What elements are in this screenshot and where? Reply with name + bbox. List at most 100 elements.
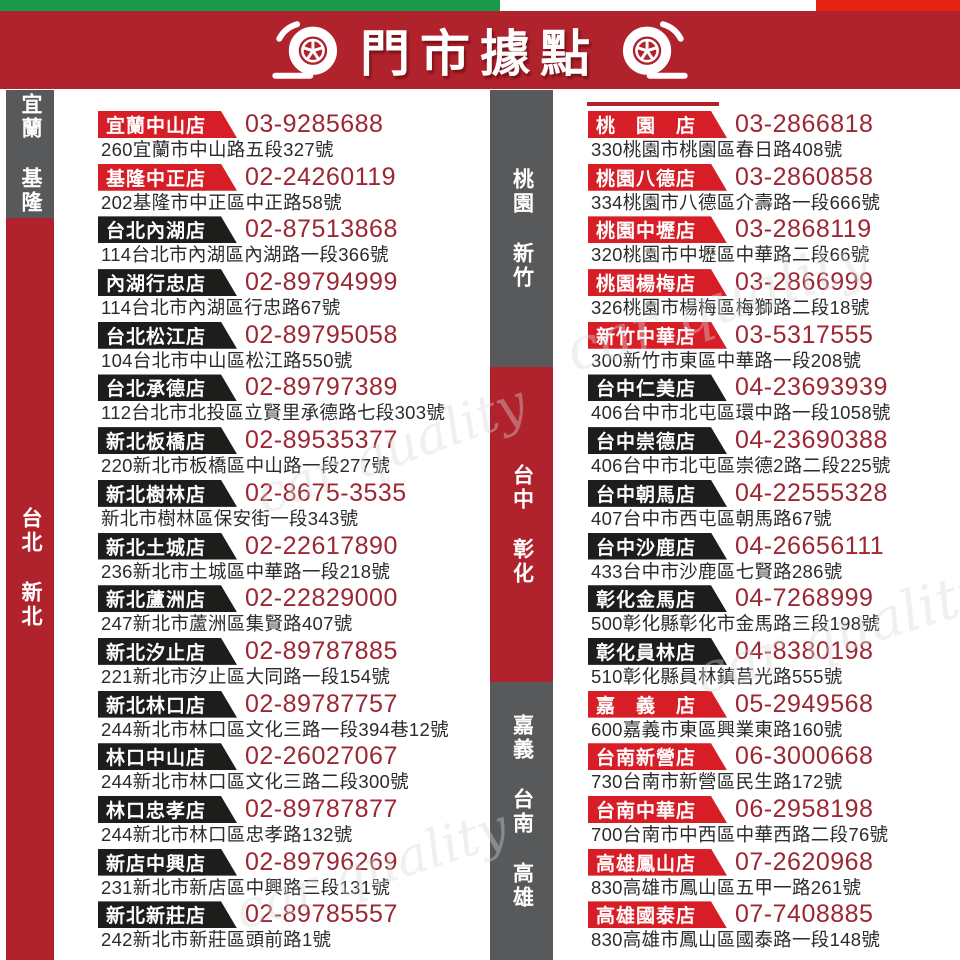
- store-entry-header: 林口中山店 02-26027067: [98, 742, 482, 771]
- store-entry-header: 台南中華店 06-2958198: [588, 795, 960, 823]
- store-name: 新北蘆洲店: [106, 590, 207, 612]
- store-address: 433台中市沙鹿區七賢路286號: [591, 560, 843, 582]
- store-address: 236新北市土城區中華路一段218號: [101, 560, 391, 582]
- region-sidebar-left: 宜蘭 基隆 台北 新北: [6, 90, 54, 960]
- store-name-tag: 台南新營店: [588, 743, 727, 770]
- store-address: 334桃園市八德區介壽路一段666號: [591, 191, 881, 213]
- store-phone: 04-7268999: [735, 584, 874, 613]
- store-name-tag: 彰化員林店: [588, 638, 727, 665]
- store-entry-header: 新北土城店 02-22617890: [98, 532, 482, 560]
- store-address: 330桃園市桃園區春日路408號: [591, 139, 843, 160]
- store-entry: 林口忠孝店 02-89787877 244新北市林口區忠孝路132號: [98, 795, 482, 847]
- store-name: 新竹中華店: [596, 326, 697, 348]
- store-address: 260宜蘭市中山路五段327號: [101, 139, 334, 160]
- store-name-tag: 新北汐止店: [98, 638, 237, 665]
- store-address: 407台中市西屯區朝馬路67號: [591, 507, 832, 529]
- store-name-tag: 高雄鳳山店: [588, 849, 727, 876]
- store-name: 新北土城店: [106, 537, 207, 559]
- store-name: 新北樹林店: [106, 484, 207, 506]
- store-entry: 新北土城店 02-22617890 236新北市土城區中華路一段218號: [98, 532, 482, 584]
- store-address: 510彰化縣員林鎮莒光路555號: [591, 665, 843, 687]
- store-name: 林口中山店: [106, 748, 207, 770]
- store-list-right: 桃 園 店 03-2866818 330桃園市桃園區春日路408號 桃園八德店 …: [587, 102, 960, 954]
- store-entry: 新北汐止店 02-89787885 221新北市汐止區大同路一段154號: [98, 637, 482, 689]
- store-entry-header: 彰化員林店 04-8380198: [588, 636, 960, 665]
- store-entry-header: 新北新莊店 02-89785557: [98, 900, 482, 929]
- store-entry-header: 基隆中正店 02-24260119: [98, 163, 482, 191]
- store-name: 嘉 義 店: [596, 695, 697, 717]
- store-entry-header: 台中朝馬店 04-22555328: [588, 478, 960, 507]
- store-entry-header: 宜蘭中山店 03-9285688: [98, 110, 482, 138]
- store-entry-header: 高雄鳳山店 07-2620968: [588, 848, 960, 876]
- store-entry: 台中朝馬店 04-22555328 407台中市西屯區朝馬路67號: [588, 478, 960, 531]
- store-entry: 新北林口店 02-89787757 244新北市林口區文化三路一段394巷12號: [98, 689, 482, 742]
- store-name-tag: 台北松江店: [98, 322, 237, 349]
- store-name: 台南中華店: [596, 800, 697, 822]
- store-address: 320桃園市中壢區中華路二段66號: [591, 244, 870, 266]
- store-entry-header: 桃園八德店 03-2860858: [588, 162, 960, 191]
- store-name: 新北林口店: [106, 695, 207, 717]
- flag-stripe-green: [0, 0, 500, 11]
- store-entry-header: 桃園中壢店 03-2868119: [588, 215, 960, 244]
- store-address: 112台北市北投區立賢里承德路七段303號: [101, 402, 446, 424]
- store-entry-header: 台北承德店 02-89797389: [98, 373, 482, 402]
- region-label: 嘉義 台南 高雄: [510, 714, 534, 910]
- store-phone: 02-87513868: [245, 215, 398, 244]
- region-section-taipei-newtaipei: 台北 新北: [6, 218, 54, 960]
- store-name: 高雄國泰店: [596, 906, 697, 928]
- store-entry-header: 新北樹林店 02-8675-3535: [98, 479, 482, 507]
- store-entry: 台南中華店 06-2958198 700台南市中西區中華西路二段76號: [588, 795, 960, 847]
- store-name-tag: 新竹中華店: [588, 322, 727, 349]
- store-address: 244新北市林口區文化三路一段394巷12號: [101, 718, 449, 740]
- store-phone: 03-2866999: [735, 268, 874, 297]
- store-phone: 04-22555328: [735, 478, 888, 507]
- store-phone: 02-89787757: [245, 689, 398, 718]
- region-label: 台北 新北: [19, 507, 42, 629]
- store-name-tag: 新北林口店: [98, 691, 237, 718]
- store-name: 台中仁美店: [596, 379, 697, 401]
- store-entry-header: 新北汐止店 02-89787885: [98, 637, 482, 665]
- store-phone: 04-8380198: [735, 636, 874, 665]
- store-address: 500彰化縣彰化市金馬路三段198號: [591, 613, 881, 635]
- store-entry: 彰化員林店 04-8380198 510彰化縣員林鎮莒光路555號: [588, 636, 960, 689]
- store-name-tag: 林口忠孝店: [98, 796, 237, 823]
- region-label: 宜蘭 基隆: [19, 93, 42, 215]
- store-address: 114台北市內湖區行忠路67號: [101, 297, 341, 319]
- store-entry: 台中沙鹿店 04-26656111 433台中市沙鹿區七賢路286號: [588, 532, 960, 584]
- store-name: 桃 園 店: [596, 116, 697, 137]
- store-address: 231新北市新店區中興路三段131號: [101, 876, 391, 898]
- store-name: 台南新營店: [596, 748, 697, 770]
- store-entry: 新店中興店 02-89796269 231新北市新店區中興路三段131號: [98, 847, 482, 900]
- store-name: 內湖行忠店: [106, 274, 207, 296]
- store-entry-header: 彰化金馬店 04-7268999: [588, 584, 960, 613]
- italian-flag-stripe: [0, 0, 960, 11]
- store-phone: 03-5317555: [735, 320, 874, 349]
- store-entry-header: 新北蘆洲店 02-22829000: [98, 584, 482, 613]
- store-name-tag: 桃園八德店: [588, 164, 727, 191]
- store-entry: 內湖行忠店 02-89794999 114台北市內湖區行忠路67號: [98, 268, 482, 320]
- store-phone: 02-89535377: [245, 426, 398, 455]
- store-entry: 宜蘭中山店 03-9285688 260宜蘭市中山路五段327號: [98, 110, 482, 162]
- store-phone: 06-3000668: [735, 742, 874, 771]
- store-phone: 02-89796269: [245, 847, 398, 876]
- store-name-tag: 基隆中正店: [98, 164, 237, 191]
- region-label: 桃園 新竹: [510, 167, 534, 290]
- store-name: 台北承德店: [106, 379, 207, 401]
- store-entry-header: 新北板橋店 02-89535377: [98, 426, 482, 455]
- region-section-chiayi-tainan-kaohsiung: 嘉義 台南 高雄: [490, 682, 553, 960]
- store-phone: 05-2949568: [735, 689, 874, 718]
- store-address: 114台北市內湖區內湖路一段366號: [101, 244, 389, 266]
- store-name-tag: 台中沙鹿店: [588, 533, 727, 560]
- store-address: 247新北市蘆洲區集賢路407號: [101, 613, 353, 635]
- region-section-yilan-keelung: 宜蘭 基隆: [6, 90, 54, 218]
- store-name: 林口忠孝店: [106, 800, 207, 822]
- store-address: 406台中市北屯區環中路一段1058號: [591, 402, 891, 424]
- store-address: 406台中市北屯區崇德2路二段225號: [591, 455, 891, 477]
- store-phone: 03-2860858: [735, 162, 874, 191]
- store-address: 221新北市汐止區大同路一段154號: [101, 665, 391, 687]
- store-phone: 04-23690388: [735, 426, 888, 455]
- store-entry: 新竹中華店 03-5317555 300新竹市東區中華路一段208號: [588, 320, 960, 373]
- store-entry: 嘉 義 店 05-2949568 600嘉義市東區興業東路160號: [588, 689, 960, 742]
- store-name-tag: 嘉 義 店: [588, 691, 727, 718]
- store-name-tag: 台中朝馬店: [588, 480, 727, 507]
